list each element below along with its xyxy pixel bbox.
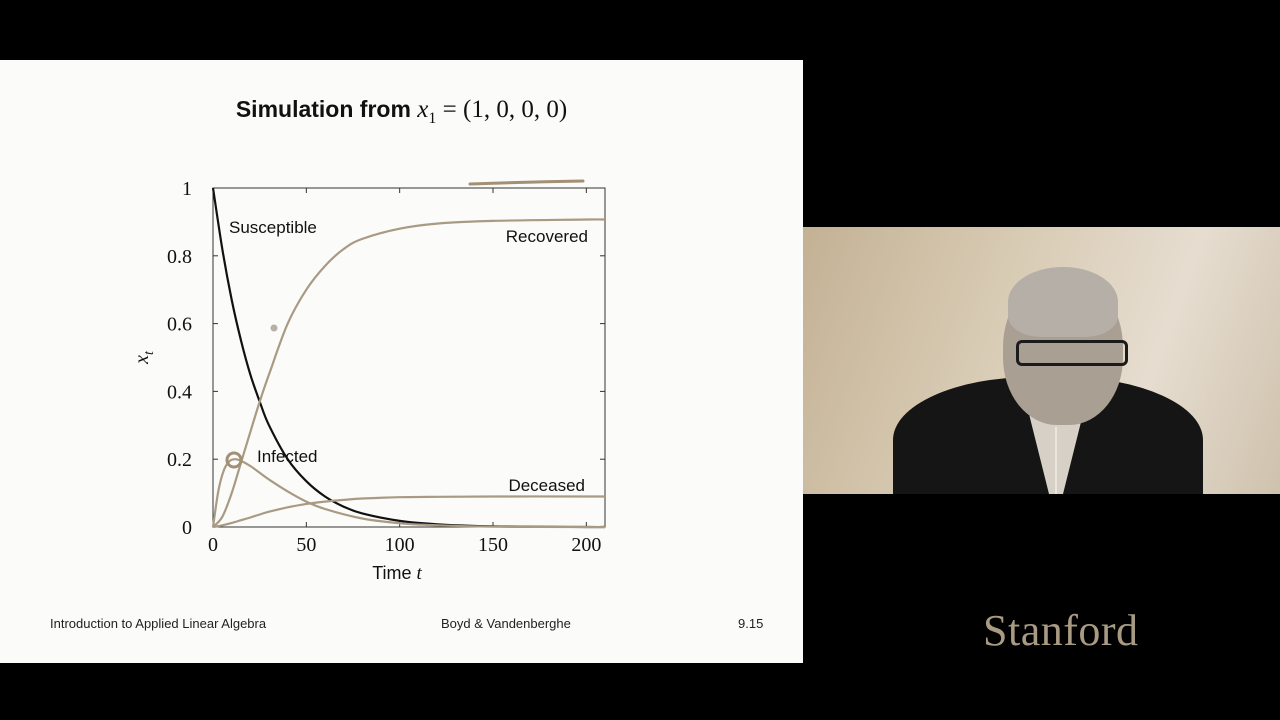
x-tick-label: 150 (478, 534, 508, 556)
series-recovered-line (212, 218, 606, 528)
webcam-video (803, 227, 1280, 494)
x-axis-label-var: t (417, 563, 423, 584)
footer-authors: Boyd & Vandenberghe (441, 616, 571, 631)
y-axis-label-text: xt (131, 350, 157, 365)
x-axis-label: Time t (372, 563, 422, 584)
series-deceased-line (212, 495, 605, 529)
title-text: Simulation from (235, 96, 418, 122)
slide: Simulation from x1 = (1, 0, 0, 0) 0 50 100… (0, 60, 803, 663)
chart-labels-layer: Susceptible Infected Recovered Deceased (229, 218, 588, 495)
x-tick-label: 100 (385, 534, 415, 556)
series-infected-line (211, 458, 606, 529)
x-tick-label: 0 (208, 534, 218, 556)
footer-course: Introduction to Applied Linear Algebra (50, 616, 267, 631)
annotation-layer (225, 179, 585, 469)
title-eq: = (1, 0, 0, 0) (436, 96, 568, 123)
y-tick-label: 0.6 (167, 314, 192, 336)
slide-title: Simulation from x1 = (1, 0, 0, 0) (0, 96, 803, 128)
presenter-hair (1008, 267, 1118, 337)
pointer-dot (270, 324, 278, 332)
y-tick-label: 0.4 (167, 381, 192, 403)
series-label-deceased: Deceased (508, 476, 585, 495)
y-axis-label: xt (131, 350, 157, 365)
series-label-susceptible: Susceptible (229, 218, 317, 237)
stanford-logo: Stanford (983, 606, 1139, 655)
presenter-glasses (1016, 340, 1128, 366)
title-sub: 1 (428, 110, 437, 127)
y-tick-label: 0.2 (167, 449, 192, 471)
title-underline-annotation (468, 179, 585, 186)
footer-page-number: 9.15 (738, 616, 764, 631)
chart-series-layer (211, 187, 606, 529)
y-tick-label: 1 (182, 178, 192, 200)
y-tick-label: 0.8 (167, 246, 192, 268)
y-axis-label-sub: t (142, 350, 157, 355)
presenter-zipper (1055, 427, 1057, 494)
series-label-recovered: Recovered (506, 227, 588, 246)
series-label-infected: Infected (257, 447, 318, 466)
peak-circle-annotation (225, 451, 243, 469)
plot-frame (212, 187, 606, 528)
y-tick-label: 0 (182, 517, 192, 539)
x-tick-label: 200 (571, 534, 601, 556)
title-math: x1 = (1, 0, 0, 0) (417, 96, 568, 127)
chart: 0 50 100 150 200 0 0.2 0.4 0.6 0.8 1 Time t xt Susce… (131, 178, 606, 584)
title-var: x (417, 96, 429, 123)
x-tick-label: 50 (296, 534, 316, 556)
